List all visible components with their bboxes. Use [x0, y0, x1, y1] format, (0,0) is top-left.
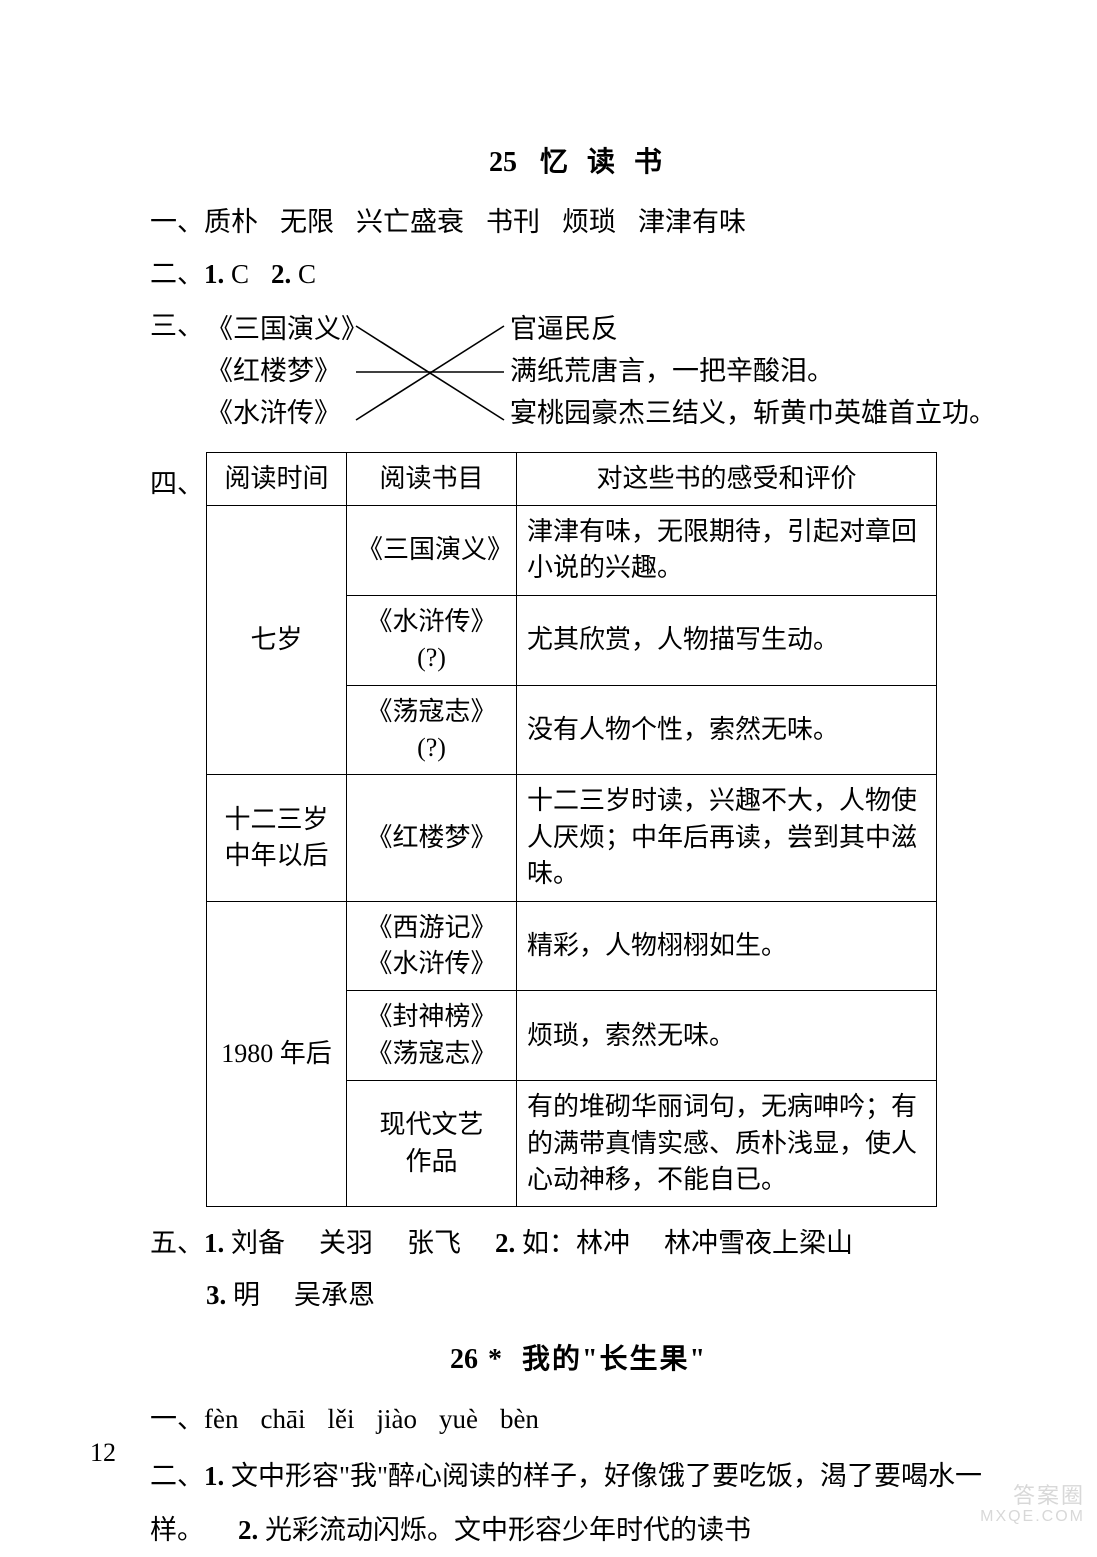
match-lines-svg: [350, 312, 510, 438]
l26-pinyin-2: lěi: [327, 1404, 354, 1434]
td-note-0: 津津有味，无限期待，引起对章回小说的兴趣。: [517, 506, 937, 596]
td-book-3: 《红楼梦》: [347, 775, 517, 901]
l26-pinyin-0: fèn: [204, 1404, 238, 1434]
section-5-line1: 五、1. 刘备 关羽 张飞 2. 如：林冲 林冲雪夜上梁山: [150, 1221, 1007, 1267]
s5-q3-a: 明: [233, 1280, 260, 1310]
table-row: 1980 年后 《西游记》 《水浒传》 精彩，人物栩栩如生。: [207, 901, 937, 991]
td-book-6: 现代文艺 作品: [347, 1081, 517, 1207]
watermark: 答案圈 MXQE.COM: [980, 1484, 1085, 1526]
s2-q1-label: 1.: [204, 259, 224, 289]
th-book: 阅读书目: [347, 452, 517, 505]
td-time-0: 七岁: [207, 506, 347, 775]
match-left-2: 《水浒传》: [206, 392, 368, 434]
page-number: 12: [90, 1438, 116, 1468]
s5-q1-c: 张飞: [407, 1228, 461, 1258]
l26-s2-q2-text: 光彩流动闪烁。文中形容少年时代的读书: [265, 1515, 751, 1545]
l26-s2-q2-label: 2.: [238, 1515, 258, 1545]
table-row: 十二三岁 中年以后 《红楼梦》 十二三岁时读，兴趣不大，人物使人厌烦；中年后再读…: [207, 775, 937, 901]
td-time-4: 1980 年后: [207, 901, 347, 1207]
section-4-label: 四、: [150, 452, 206, 501]
s5-q1-a: 刘备: [231, 1228, 285, 1258]
td-note-6: 有的堆砌华丽词句，无病呻吟；有的满带真情实感、质朴浅显，使人心动神移，不能自已。: [517, 1081, 937, 1207]
l26-s1-label: 一、: [150, 1404, 204, 1434]
match-left-col: 《三国演义》 《红楼梦》 《水浒传》: [206, 308, 368, 434]
matching-diagram: 《三国演义》 《红楼梦》 《水浒传》 官逼民反 满纸荒唐言，一把辛酸泪。 宴桃园…: [150, 308, 1007, 438]
s5-q1-label: 1.: [204, 1228, 224, 1258]
td-book-2: 《荡寇志》(?): [347, 685, 517, 775]
td-note-2: 没有人物个性，索然无味。: [517, 685, 937, 775]
l26-s2-q1-label: 1.: [204, 1461, 224, 1491]
watermark-line2: MXQE.COM: [980, 1508, 1085, 1526]
reading-table: 阅读时间 阅读书目 对这些书的感受和评价 七岁 《三国演义》 津津有味，无限期待…: [206, 452, 937, 1208]
lesson25-title-text: 忆 读 书: [540, 147, 668, 178]
td-note-5: 烦琐，索然无味。: [517, 991, 937, 1081]
section-2: 二、1. C2. C: [150, 252, 1007, 298]
section-5-line2: 3. 明 吴承恩: [150, 1273, 1007, 1319]
s5-q3-b: 吴承恩: [294, 1280, 375, 1310]
td-book-4: 《西游记》 《水浒传》: [347, 901, 517, 991]
td-note-1: 尤其欣赏，人物描写生动。: [517, 595, 937, 685]
s5-q2-prefix: 如：: [522, 1228, 576, 1258]
s1-item-5: 津津有味: [638, 207, 746, 237]
s5-q3-label: 3.: [206, 1280, 226, 1310]
l26-pinyin-4: yuè: [439, 1404, 478, 1434]
s1-item-2: 兴亡盛衰: [356, 207, 464, 237]
td-book-1: 《水浒传》(?): [347, 595, 517, 685]
s2-q2-label: 2.: [271, 259, 291, 289]
lesson26-title-text: 我的"长生果": [522, 1344, 707, 1375]
section-5-label: 五、: [150, 1228, 204, 1258]
l26-s2-label: 二、: [150, 1461, 204, 1491]
section-1-label: 一、: [150, 207, 204, 237]
l26-section-1: 一、fènchāilěijiàoyuèbèn: [150, 1397, 1007, 1443]
match-left-1: 《红楼梦》: [206, 350, 368, 392]
s1-item-3: 书刊: [486, 207, 540, 237]
s5-q2-a: 林冲: [576, 1228, 630, 1258]
th-note: 对这些书的感受和评价: [517, 452, 937, 505]
section-1: 一、质朴无限兴亡盛衰书刊烦琐津津有味: [150, 200, 1007, 246]
s1-item-4: 烦琐: [562, 207, 616, 237]
td-book-5: 《封神榜》 《荡寇志》: [347, 991, 517, 1081]
s5-q1-b: 关羽: [319, 1228, 373, 1258]
s2-q1-ans: C: [231, 259, 249, 289]
s1-item-0: 质朴: [204, 207, 258, 237]
table-header-row: 阅读时间 阅读书目 对这些书的感受和评价: [207, 452, 937, 505]
lesson26-title: 26 * 我的"长生果": [150, 1337, 1007, 1377]
lesson25-title: 25 忆 读 书: [150, 140, 1007, 180]
match-right-2: 宴桃园豪杰三结义，斩黄巾英雄首立功。: [510, 392, 996, 434]
l26-pinyin-5: bèn: [500, 1404, 539, 1434]
table-row: 七岁 《三国演义》 津津有味，无限期待，引起对章回小说的兴趣。: [207, 506, 937, 596]
section-2-label: 二、: [150, 259, 204, 289]
td-book-0: 《三国演义》: [347, 506, 517, 596]
match-right-col: 官逼民反 满纸荒唐言，一把辛酸泪。 宴桃园豪杰三结义，斩黄巾英雄首立功。: [510, 308, 996, 434]
s5-q2-b: 林冲雪夜上梁山: [664, 1228, 853, 1258]
match-left-0: 《三国演义》: [206, 308, 368, 350]
td-note-4: 精彩，人物栩栩如生。: [517, 901, 937, 991]
td-note-3: 十二三岁时读，兴趣不大，人物使人厌烦；中年后再读，尝到其中滋味。: [517, 775, 937, 901]
l26-pinyin-3: jiào: [376, 1404, 417, 1434]
page: 25 忆 读 书 一、质朴无限兴亡盛衰书刊烦琐津津有味 二、1. C2. C 三…: [0, 0, 1097, 1536]
match-right-1: 满纸荒唐言，一把辛酸泪。: [510, 350, 996, 392]
match-right-0: 官逼民反: [510, 308, 996, 350]
td-time-3: 十二三岁 中年以后: [207, 775, 347, 901]
watermark-line1: 答案圈: [980, 1484, 1085, 1508]
s2-q2-ans: C: [298, 259, 316, 289]
lesson26-number: 26: [450, 1344, 478, 1375]
lesson25-number: 25: [489, 147, 517, 178]
lesson26-star: *: [488, 1344, 504, 1375]
s1-item-1: 无限: [280, 207, 334, 237]
l26-pinyin-1: chāi: [260, 1404, 305, 1434]
th-time: 阅读时间: [207, 452, 347, 505]
s5-q2-label: 2.: [495, 1228, 515, 1258]
l26-section-2: 二、1. 文中形容"我"醉心阅读的样子，好像饿了要吃饭，渴了要喝水一样。2. 光…: [150, 1449, 1007, 1557]
section-4: 四、 阅读时间 阅读书目 对这些书的感受和评价 七岁 《三国演义》 津津有味，无…: [150, 452, 1007, 1208]
